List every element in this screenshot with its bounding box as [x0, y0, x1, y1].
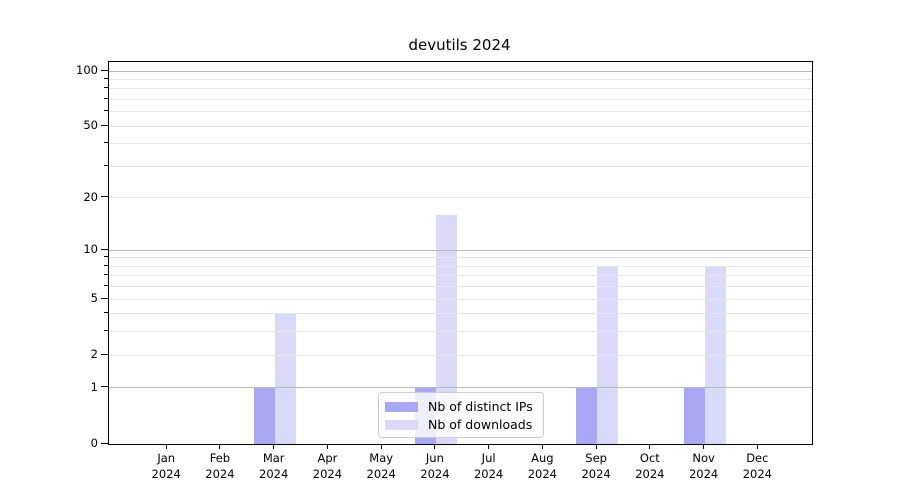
x-tick-label-oct-2024: Oct 2024 [635, 451, 665, 481]
x-tick-mark-jan-2024 [165, 444, 167, 449]
x-tick-mark-nov-2024 [703, 444, 705, 449]
bar-nb-of-distinct-ips-mar-2024 [253, 388, 275, 444]
bar-nb-of-downloads-nov-2024 [704, 266, 726, 444]
x-tick-mark-dec-2024 [756, 444, 758, 449]
y-tick-mark-50 [101, 124, 108, 126]
x-tick-label-dec-2024: Dec 2024 [742, 451, 772, 481]
x-tick-label-jul-2024: Jul 2024 [473, 451, 504, 481]
x-tick-mark-mar-2024 [273, 444, 275, 449]
y-minor-tick-mark-7 [104, 274, 108, 276]
bar-nb-of-downloads-sep-2024 [597, 266, 619, 444]
y-tick-label-50: 50 [83, 118, 98, 133]
y-tick-label-10: 10 [83, 242, 98, 257]
plot-area [108, 61, 813, 445]
bars-layer [109, 62, 812, 444]
x-tick-label-mar-2024: Mar 2024 [259, 451, 289, 481]
bar-nb-of-downloads-mar-2024 [274, 313, 296, 444]
y-tick-mark-100 [101, 69, 108, 71]
y-tick-label-100: 100 [76, 63, 98, 77]
x-tick-mark-jul-2024 [488, 444, 490, 449]
y-minor-tick-mark-40 [104, 142, 108, 144]
x-tick-label-may-2024: May 2024 [366, 451, 396, 481]
y-minor-tick-mark-70 [104, 97, 108, 99]
y-minor-tick-mark-4 [104, 312, 108, 314]
legend-label: Nb of distinct IPs [428, 399, 533, 414]
y-tick-mark-1 [101, 386, 108, 388]
y-tick-label-2: 2 [90, 347, 98, 362]
y-tick-label-5: 5 [90, 291, 98, 306]
y-minor-tick-mark-6 [104, 285, 108, 287]
x-tick-label-sep-2024: Sep 2024 [581, 451, 611, 481]
y-tick-mark-20 [101, 196, 108, 198]
x-tick-mark-apr-2024 [326, 444, 328, 449]
bar-nb-of-downloads-jun-2024 [435, 215, 457, 444]
y-minor-tick-mark-8 [104, 264, 108, 266]
x-tick-label-apr-2024: Apr 2024 [312, 451, 343, 481]
x-tick-label-jun-2024: Jun 2024 [420, 451, 450, 481]
y-minor-tick-mark-9 [104, 256, 108, 258]
y-minor-tick-mark-90 [104, 77, 108, 79]
y-tick-label-1: 1 [90, 379, 98, 394]
legend-label: Nb of downloads [428, 417, 533, 432]
x-tick-mark-may-2024 [380, 444, 382, 449]
x-tick-mark-sep-2024 [595, 444, 597, 449]
y-tick-mark-2 [101, 353, 108, 355]
chart-title: devutils 2024 [408, 36, 511, 54]
legend-item-nb-of-downloads: Nb of downloads [385, 416, 535, 433]
y-minor-tick-mark-3 [104, 330, 108, 332]
x-tick-label-feb-2024: Feb 2024 [205, 451, 235, 481]
legend: Nb of distinct IPs Nb of downloads [378, 392, 544, 438]
y-tick-mark-0 [101, 442, 108, 444]
y-minor-tick-mark-60 [104, 110, 108, 112]
y-tick-label-20: 20 [83, 189, 98, 204]
x-tick-mark-jun-2024 [434, 444, 436, 449]
y-minor-tick-mark-30 [104, 164, 108, 166]
bar-nb-of-distinct-ips-sep-2024 [576, 388, 598, 444]
y-tick-mark-5 [101, 297, 108, 299]
x-tick-mark-feb-2024 [219, 444, 221, 449]
bar-nb-of-distinct-ips-nov-2024 [683, 388, 705, 444]
x-tick-label-aug-2024: Aug 2024 [527, 451, 558, 481]
y-tick-mark-10 [101, 248, 108, 250]
legend-item-nb-of-distinct-ips: Nb of distinct IPs [385, 398, 535, 415]
x-tick-label-jan-2024: Jan 2024 [151, 451, 181, 481]
legend-swatch-nb-of-downloads [385, 419, 418, 430]
x-tick-mark-aug-2024 [541, 444, 543, 449]
y-tick-label-0: 0 [90, 436, 98, 450]
legend-swatch-nb-of-distinct-ips [385, 401, 418, 412]
x-tick-label-nov-2024: Nov 2024 [688, 451, 719, 481]
x-tick-mark-oct-2024 [649, 444, 651, 449]
y-minor-tick-mark-80 [104, 87, 108, 89]
